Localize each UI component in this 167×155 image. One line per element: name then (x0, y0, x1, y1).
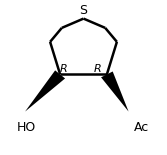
Polygon shape (101, 71, 129, 112)
Text: S: S (79, 4, 88, 17)
Text: Ac: Ac (134, 121, 149, 134)
Text: HO: HO (17, 121, 36, 134)
Polygon shape (25, 70, 65, 112)
Text: R: R (94, 64, 102, 74)
Text: R: R (60, 64, 67, 74)
